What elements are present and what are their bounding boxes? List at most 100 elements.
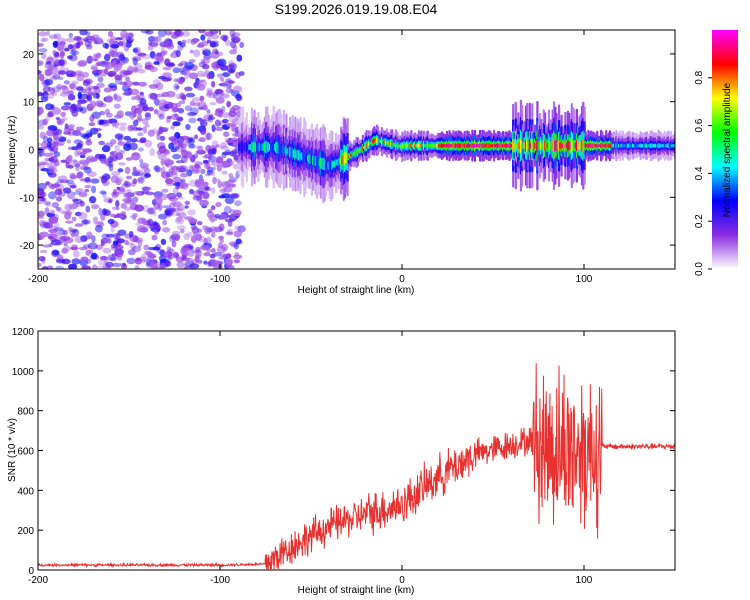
spectrogram-cell xyxy=(201,48,211,52)
spectrogram-cell xyxy=(107,198,113,204)
spectrogram-cell xyxy=(224,180,232,187)
spectrogram-cell xyxy=(56,138,64,143)
spectrogram-cell xyxy=(137,228,148,232)
spectrogram-cell xyxy=(83,166,90,170)
spectrogram-cell xyxy=(162,205,172,209)
spectrogram-cell xyxy=(139,158,144,164)
spectrogram-cell xyxy=(129,111,136,115)
spectrogram-cell xyxy=(186,111,197,117)
spectrogram-cell xyxy=(150,39,159,48)
spectrogram-cell xyxy=(124,240,129,245)
spectrogram-cell xyxy=(67,90,74,96)
spectrogram-cell xyxy=(178,211,187,218)
spectrogram-cell xyxy=(69,174,78,180)
spectrogram-cell xyxy=(38,199,43,205)
spectrogram-cell xyxy=(204,70,210,75)
spectrogram-cell xyxy=(80,256,89,262)
spectrogram-cell xyxy=(101,145,111,153)
spectrogram-cell xyxy=(156,52,162,57)
spectrogram-cell xyxy=(189,263,200,269)
snr-series-line xyxy=(38,363,675,570)
spectrogram-cell xyxy=(229,30,236,38)
spectrogram-cell xyxy=(151,128,159,134)
spectrogram-cell xyxy=(88,122,96,127)
spectrogram-cell xyxy=(177,63,184,67)
spectrogram-cell xyxy=(111,191,120,197)
x-tick-label: 100 xyxy=(576,274,593,285)
spectrogram-cell xyxy=(107,160,114,168)
spectrogram-cell xyxy=(153,196,163,205)
spectrogram-cell xyxy=(200,34,206,41)
spectrogram-cell xyxy=(231,133,239,137)
y-tick-label: 800 xyxy=(17,407,34,418)
spectrogram-cell xyxy=(73,159,78,164)
spectrogram-cell xyxy=(176,204,186,212)
spectrogram-cell xyxy=(44,79,54,86)
spectrogram-cell xyxy=(46,55,53,62)
snr-xlabel: Height of straight line (km) xyxy=(298,585,415,596)
spectrogram-cell xyxy=(188,117,197,124)
spectrogram-cell xyxy=(67,164,74,169)
spectrogram-cell xyxy=(194,164,200,169)
spectrogram-cell xyxy=(38,70,43,74)
spectrogram-cell xyxy=(94,100,104,107)
spectrogram-cell xyxy=(221,72,231,77)
spectrogram-cell xyxy=(158,113,165,120)
spectrogram-cell xyxy=(90,252,98,260)
spectrogram-cell xyxy=(81,265,91,269)
spectrogram-cell xyxy=(93,73,100,78)
spectrogram-cell xyxy=(137,217,146,224)
spectrogram-cell xyxy=(67,94,76,101)
spectrogram-cell xyxy=(77,150,82,156)
spectrogram-cell xyxy=(79,30,88,36)
spectrogram-cell xyxy=(165,76,173,81)
spectrogram-cell xyxy=(221,170,228,175)
spectrogram-cell xyxy=(66,191,76,200)
spectrogram-cell xyxy=(172,121,181,127)
spectrogram-cell xyxy=(80,235,88,242)
spectrogram-cell xyxy=(170,136,178,141)
spectrogram-cell xyxy=(133,69,138,73)
spectrogram-cell xyxy=(159,259,168,263)
spectrogram-cell xyxy=(50,209,55,215)
spectrogram-cell xyxy=(186,231,193,238)
spectrogram-cell xyxy=(52,73,61,80)
spectrogram-cell xyxy=(131,126,139,132)
spectrogram-cell xyxy=(204,186,210,191)
spectrogram-cell xyxy=(149,66,158,73)
colorbar-tick-label: 0.6 xyxy=(694,118,705,132)
spectrogram-cell xyxy=(94,224,103,233)
spectrogram-cell xyxy=(94,153,102,159)
spectrogram-cell xyxy=(165,178,174,185)
spectrogram-cell xyxy=(200,168,206,174)
spectrogram-cell xyxy=(152,211,157,216)
spectrogram-cell xyxy=(193,49,201,58)
spectrogram-cell xyxy=(211,166,217,171)
spectrogram-cell xyxy=(220,34,229,41)
spectrogram-cell xyxy=(48,34,58,39)
spectrogram-cell xyxy=(104,53,111,62)
spectrogram-cell xyxy=(185,257,194,263)
spectrogram-cell xyxy=(144,112,151,118)
spectrogram-cell xyxy=(118,162,126,166)
spectrogram-cell xyxy=(211,124,216,133)
spectrogram-cell xyxy=(239,41,245,49)
spectrogram-cell xyxy=(132,212,138,218)
spectrogram-cell xyxy=(219,213,228,220)
spectrogram-cell xyxy=(214,126,224,131)
spectrogram-cell xyxy=(94,53,101,59)
spectrogram-cell xyxy=(198,236,207,243)
spectrogram-cell xyxy=(221,93,230,99)
spectrogram-cell xyxy=(42,85,51,93)
spectrogram-cell xyxy=(148,207,154,215)
spectrogram-cell xyxy=(187,244,194,249)
spectrogram-cell xyxy=(160,158,166,166)
spectrogram-cell xyxy=(65,220,74,224)
spectrogram-cell xyxy=(39,131,47,139)
spectrogram-cell xyxy=(38,210,45,217)
spectrogram-cell xyxy=(138,147,144,152)
spectrogram-cell xyxy=(229,40,237,49)
spectrogram-cell xyxy=(184,86,193,92)
spectrogram-cell xyxy=(214,112,220,116)
spectrogram-cell xyxy=(206,249,213,253)
